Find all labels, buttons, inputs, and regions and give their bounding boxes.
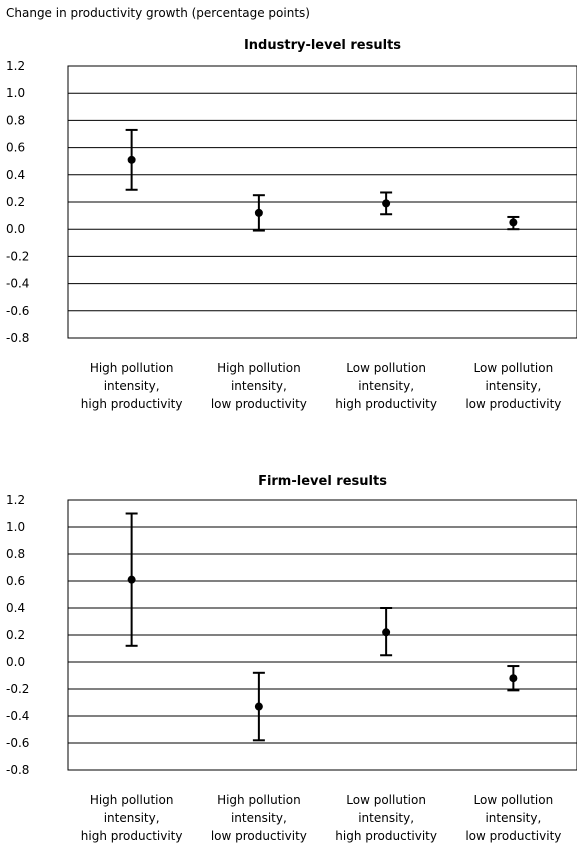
x-tick-label-line: Low pollution <box>474 361 554 375</box>
firm-level-chart: Firm-level results 1.2 1.0 0.8 0.6 0.4 0.2 0.0… <box>0 466 577 850</box>
x-tick-label: Low pollution intensity, low productivity <box>465 793 561 843</box>
x-tick-label-line: intensity, <box>104 379 160 393</box>
x-tick-label-line: intensity, <box>485 379 541 393</box>
y-axis-title: Change in productivity growth (percentag… <box>6 6 310 20</box>
x-tick-label-line: intensity, <box>358 811 414 825</box>
x-tick-label: High pollution intensity, high productivit… <box>81 361 183 411</box>
y-tick-label: 0.6 <box>6 574 25 588</box>
x-tick-label: High pollution intensity, high productivit… <box>81 793 183 843</box>
chart-title: Industry-level results <box>243 38 402 53</box>
industry-level-plot: 1.2 1.0 0.8 0.6 0.4 0.2 0.0 -0.2 -0.4 -0.6 -0.8 Hig… <box>6 59 577 411</box>
y-tick-label: -0.6 <box>6 304 29 318</box>
y-tick-label: 0.4 <box>6 601 25 615</box>
y-tick-label: 1.2 <box>6 493 25 507</box>
y-tick-label: -0.8 <box>6 763 29 777</box>
x-tick-label-line: High pollution <box>217 361 301 375</box>
series <box>125 512 520 742</box>
x-tick-labels: High pollution intensity, high productivit… <box>81 793 562 843</box>
data-point <box>382 199 391 208</box>
y-tick-label: 0.4 <box>6 168 25 182</box>
y-tick-label: -0.8 <box>6 331 29 345</box>
data-point <box>127 575 136 584</box>
y-tick-label: 0.2 <box>6 628 25 642</box>
x-tick-label: Low pollution intensity, low productivity <box>465 361 561 411</box>
x-tick-label: Low pollution intensity, high productivity <box>335 793 437 843</box>
x-tick-label-line: high productivity <box>81 829 183 843</box>
y-tick-label: -0.2 <box>6 249 29 263</box>
y-tick-label: 0.0 <box>6 655 25 669</box>
y-tick-labels: 1.2 1.0 0.8 0.6 0.4 0.2 0.0 -0.2 -0.4 -0.6 -0.8 <box>6 59 29 345</box>
chart-title: Firm-level results <box>258 474 387 489</box>
x-tick-label-line: intensity, <box>104 811 160 825</box>
x-tick-label-line: low productivity <box>465 829 561 843</box>
y-tick-label: -0.4 <box>6 277 29 291</box>
gridlines <box>68 65 577 339</box>
data-point <box>509 674 518 683</box>
plot-area <box>67 499 577 771</box>
x-tick-label: High pollution intensity, low productivity <box>211 793 307 843</box>
x-tick-label: Low pollution intensity, high productivity <box>335 361 437 411</box>
data-point <box>254 702 263 711</box>
x-tick-label-line: low productivity <box>211 397 307 411</box>
x-tick-label-line: Low pollution <box>346 361 426 375</box>
x-tick-label: High pollution intensity, low productivity <box>211 361 307 411</box>
y-tick-label: 0.8 <box>6 113 25 127</box>
gridlines <box>68 499 577 771</box>
data-point <box>382 628 391 637</box>
x-tick-label-line: Low pollution <box>474 793 554 807</box>
series <box>125 128 520 232</box>
x-tick-label-line: High pollution <box>90 793 174 807</box>
x-tick-labels: High pollution intensity, high productivit… <box>81 361 562 411</box>
x-tick-label-line: Low pollution <box>346 793 426 807</box>
y-tick-label: -0.2 <box>6 682 29 696</box>
y-tick-label: -0.4 <box>6 709 29 723</box>
firm-level-plot: 1.2 1.0 0.8 0.6 0.4 0.2 0.0 -0.2 -0.4 -0.6 -0.8 Hig… <box>6 493 577 843</box>
x-tick-label-line: intensity, <box>231 811 287 825</box>
x-tick-label-line: intensity, <box>485 811 541 825</box>
y-tick-label: 0.8 <box>6 547 25 561</box>
y-tick-label: 1.0 <box>6 520 25 534</box>
x-tick-label-line: intensity, <box>358 379 414 393</box>
x-tick-label-line: High pollution <box>90 361 174 375</box>
x-tick-label-line: high productivity <box>81 397 183 411</box>
industry-level-chart: Industry-level results 1.2 1.0 0.8 0.6 0.4 0.… <box>0 30 577 425</box>
y-tick-label: -0.6 <box>6 736 29 750</box>
y-tick-label: 1.2 <box>6 59 25 73</box>
data-point <box>127 155 136 164</box>
x-tick-label-line: high productivity <box>335 829 437 843</box>
y-tick-label: 1.0 <box>6 86 25 100</box>
plot-area <box>67 65 577 339</box>
data-point <box>509 218 518 227</box>
x-tick-label-line: high productivity <box>335 397 437 411</box>
y-tick-label: 0.2 <box>6 195 25 209</box>
x-tick-label-line: intensity, <box>231 379 287 393</box>
y-tick-label: 0.0 <box>6 222 25 236</box>
x-tick-label-line: High pollution <box>217 793 301 807</box>
y-tick-label: 0.6 <box>6 141 25 155</box>
x-tick-label-line: low productivity <box>465 397 561 411</box>
y-tick-labels: 1.2 1.0 0.8 0.6 0.4 0.2 0.0 -0.2 -0.4 -0.6 -0.8 <box>6 493 29 777</box>
data-point <box>254 208 263 217</box>
x-tick-label-line: low productivity <box>211 829 307 843</box>
